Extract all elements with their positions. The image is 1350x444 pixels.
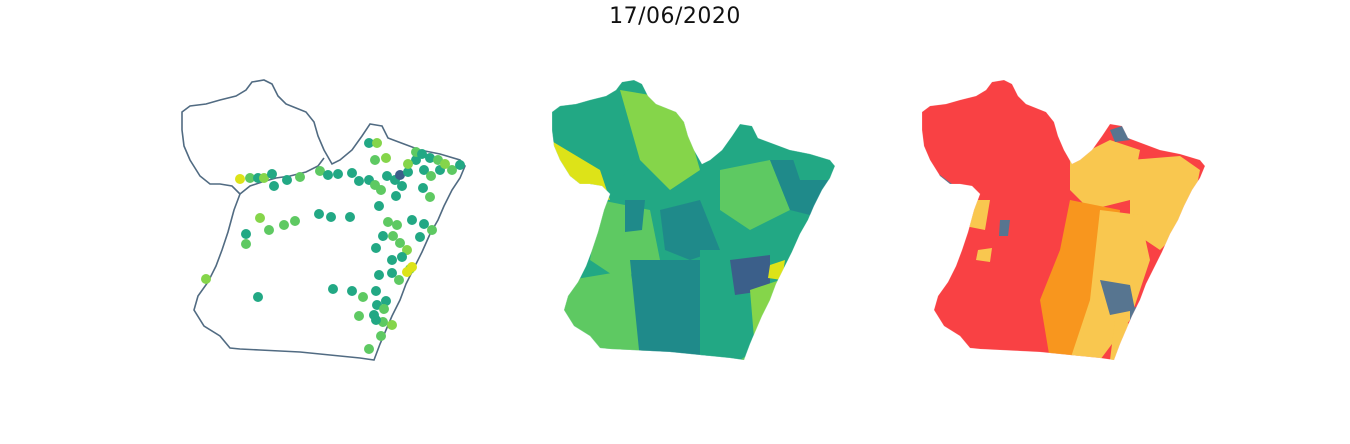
region-slate-north (1110, 126, 1130, 142)
choropleth-risk-regions (922, 80, 1205, 360)
map-point (347, 168, 357, 178)
map-point (315, 166, 325, 176)
map-point (447, 165, 457, 175)
map-point (253, 292, 263, 302)
map-point (354, 311, 364, 321)
region-south (630, 260, 710, 360)
region-gold-small (976, 248, 992, 262)
map-point (426, 171, 436, 181)
map-point (379, 304, 389, 314)
choropleth-viridis-regions (552, 80, 835, 360)
map-point (333, 169, 343, 179)
map-point (403, 159, 413, 169)
map-point (419, 219, 429, 229)
map-point (279, 220, 289, 230)
region-southeast (750, 280, 785, 350)
map-point (418, 183, 428, 193)
map-point (241, 229, 251, 239)
map-point (326, 212, 336, 222)
map-point (370, 180, 380, 190)
map-point (397, 252, 407, 262)
map-point (370, 155, 380, 165)
map-point (269, 181, 279, 191)
map-point (290, 216, 300, 226)
region-slate-small (999, 220, 1010, 236)
map-point (376, 331, 386, 341)
map-point (364, 344, 374, 354)
map-point (415, 232, 425, 242)
map-point (394, 275, 404, 285)
map-point (397, 181, 407, 191)
region-east-central (720, 160, 790, 230)
map-point (403, 167, 413, 177)
map-point (417, 149, 427, 159)
choropleth-risk-panel (921, 79, 1206, 361)
region-small-teal (625, 200, 645, 232)
map-point (235, 174, 245, 184)
map-point (427, 225, 437, 235)
figure-title: 17/06/2020 (609, 4, 741, 29)
map-point (201, 274, 211, 284)
map-point (264, 225, 274, 235)
map-point (282, 175, 292, 185)
map-point (455, 160, 465, 170)
map-point (267, 169, 277, 179)
map-point (395, 170, 405, 180)
map-point (374, 270, 384, 280)
map-point (374, 201, 384, 211)
map-point (358, 292, 368, 302)
map-point (295, 172, 305, 182)
region-slate-central (1100, 280, 1135, 315)
map-point (372, 138, 382, 148)
map-point (387, 320, 397, 330)
map-point (425, 192, 435, 202)
map-point (407, 215, 417, 225)
map-point (314, 209, 324, 219)
map-point (328, 284, 338, 294)
map-point (419, 165, 429, 175)
map-point (241, 239, 251, 249)
region-dark-east (730, 255, 770, 295)
choropleth-viridis-panel (551, 79, 836, 361)
map-point (371, 243, 381, 253)
map-point (378, 231, 388, 241)
map-point (392, 220, 402, 230)
map-point (381, 296, 391, 306)
map-point (402, 267, 412, 277)
map-point (364, 138, 374, 148)
map-point (381, 153, 391, 163)
map-point (440, 159, 450, 169)
map-point (345, 212, 355, 222)
map-point (371, 286, 381, 296)
map-point (425, 153, 435, 163)
map-point (255, 213, 265, 223)
map-point (382, 171, 392, 181)
map-point (323, 170, 333, 180)
map-point (387, 268, 397, 278)
map-point (259, 173, 269, 183)
map-point (387, 255, 397, 265)
map-point (371, 315, 381, 325)
map-point (245, 173, 255, 183)
region-gold-north (1070, 140, 1140, 210)
points-layer (201, 138, 465, 354)
points-map-panel (181, 79, 466, 361)
map-point (388, 231, 398, 241)
region-central (660, 200, 720, 260)
map-point (391, 191, 401, 201)
map-point (354, 176, 364, 186)
map-point (402, 245, 412, 255)
map-point (383, 217, 393, 227)
region-gold-west (960, 200, 990, 230)
map-point (347, 286, 357, 296)
map-point (395, 238, 405, 248)
